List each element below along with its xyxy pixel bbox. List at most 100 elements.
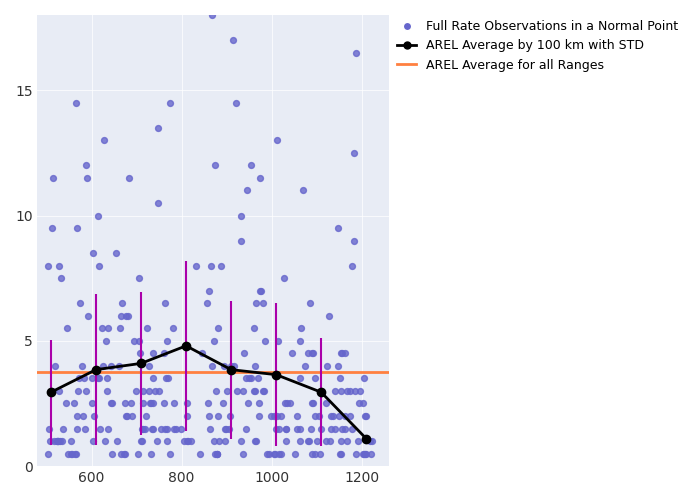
Full Rate Observations in a Normal Point [106, 450, 118, 458]
Full Rate Observations in a Normal Point [52, 437, 64, 445]
Full Rate Observations in a Normal Point [51, 437, 62, 445]
Full Rate Observations in a Normal Point [153, 124, 164, 132]
Full Rate Observations in a Normal Point [236, 212, 247, 220]
Full Rate Observations in a Normal Point [148, 424, 159, 432]
Full Rate Observations in a Normal Point [49, 362, 60, 370]
Full Rate Observations in a Normal Point [88, 412, 99, 420]
Full Rate Observations in a Normal Point [219, 424, 230, 432]
Full Rate Observations in a Normal Point [211, 450, 223, 458]
Full Rate Observations in a Normal Point [102, 424, 113, 432]
Full Rate Observations in a Normal Point [316, 424, 327, 432]
Full Rate Observations in a Normal Point [168, 400, 179, 407]
Full Rate Observations in a Normal Point [325, 437, 336, 445]
Full Rate Observations in a Normal Point [208, 337, 219, 345]
Full Rate Observations in a Normal Point [279, 400, 290, 407]
Full Rate Observations in a Normal Point [105, 400, 116, 407]
Full Rate Observations in a Normal Point [87, 437, 98, 445]
Full Rate Observations in a Normal Point [248, 387, 260, 395]
Full Rate Observations in a Normal Point [119, 450, 130, 458]
Full Rate Observations in a Normal Point [237, 450, 248, 458]
Full Rate Observations in a Normal Point [354, 387, 365, 395]
Full Rate Observations in a Normal Point [56, 274, 67, 282]
Full Rate Observations in a Normal Point [144, 387, 155, 395]
Full Rate Observations in a Normal Point [52, 437, 64, 445]
Full Rate Observations in a Normal Point [152, 437, 163, 445]
Full Rate Observations in a Normal Point [203, 400, 214, 407]
Full Rate Observations in a Normal Point [294, 424, 305, 432]
Full Rate Observations in a Normal Point [145, 400, 156, 407]
Full Rate Observations in a Normal Point [160, 374, 172, 382]
Full Rate Observations in a Normal Point [235, 236, 246, 244]
Full Rate Observations in a Normal Point [101, 337, 112, 345]
Full Rate Observations in a Normal Point [126, 412, 137, 420]
Full Rate Observations in a Normal Point [349, 149, 360, 157]
Full Rate Observations in a Normal Point [305, 424, 316, 432]
Full Rate Observations in a Normal Point [351, 450, 362, 458]
Full Rate Observations in a Normal Point [128, 337, 139, 345]
Full Rate Observations in a Normal Point [340, 350, 351, 358]
Full Rate Observations in a Normal Point [328, 412, 339, 420]
Full Rate Observations in a Normal Point [159, 350, 170, 358]
Full Rate Observations in a Normal Point [223, 424, 235, 432]
Full Rate Observations in a Normal Point [346, 262, 358, 270]
Full Rate Observations in a Normal Point [284, 400, 295, 407]
Full Rate Observations in a Normal Point [114, 362, 125, 370]
Full Rate Observations in a Normal Point [53, 387, 64, 395]
Full Rate Observations in a Normal Point [203, 286, 214, 294]
Full Rate Observations in a Normal Point [246, 374, 257, 382]
Full Rate Observations in a Normal Point [116, 450, 127, 458]
Full Rate Observations in a Normal Point [346, 424, 357, 432]
Full Rate Observations in a Normal Point [268, 450, 279, 458]
Full Rate Observations in a Normal Point [299, 362, 310, 370]
Full Rate Observations in a Normal Point [71, 412, 83, 420]
Full Rate Observations in a Normal Point [309, 450, 321, 458]
Full Rate Observations in a Normal Point [116, 299, 127, 307]
Full Rate Observations in a Normal Point [295, 337, 306, 345]
Full Rate Observations in a Normal Point [120, 312, 132, 320]
Full Rate Observations in a Normal Point [238, 387, 249, 395]
Full Rate Observations in a Normal Point [337, 424, 348, 432]
Full Rate Observations in a Normal Point [270, 450, 281, 458]
Full Rate Observations in a Normal Point [138, 400, 149, 407]
Full Rate Observations in a Normal Point [249, 362, 260, 370]
Full Rate Observations in a Normal Point [70, 450, 81, 458]
Full Rate Observations in a Normal Point [160, 424, 171, 432]
Full Rate Observations in a Normal Point [206, 362, 217, 370]
Full Rate Observations in a Normal Point [358, 400, 369, 407]
Full Rate Observations in a Normal Point [303, 437, 314, 445]
Full Rate Observations in a Normal Point [98, 136, 109, 144]
Full Rate Observations in a Normal Point [159, 299, 170, 307]
Full Rate Observations in a Normal Point [281, 424, 292, 432]
Full Rate Observations in a Normal Point [141, 324, 152, 332]
Full Rate Observations in a Normal Point [99, 437, 111, 445]
Full Rate Observations in a Normal Point [74, 299, 85, 307]
Full Rate Observations in a Normal Point [153, 387, 164, 395]
Full Rate Observations in a Normal Point [365, 437, 376, 445]
Full Rate Observations in a Normal Point [62, 450, 74, 458]
Full Rate Observations in a Normal Point [249, 437, 260, 445]
Full Rate Observations in a Normal Point [220, 424, 232, 432]
Full Rate Observations in a Normal Point [341, 387, 352, 395]
Full Rate Observations in a Normal Point [251, 437, 262, 445]
Full Rate Observations in a Normal Point [329, 387, 340, 395]
Full Rate Observations in a Normal Point [204, 412, 215, 420]
Full Rate Observations in a Normal Point [250, 299, 261, 307]
Full Rate Observations in a Normal Point [358, 450, 370, 458]
Full Rate Observations in a Normal Point [49, 437, 60, 445]
Full Rate Observations in a Normal Point [183, 437, 194, 445]
Full Rate Observations in a Normal Point [218, 362, 230, 370]
Full Rate Observations in a Normal Point [335, 437, 346, 445]
Full Rate Observations in a Normal Point [242, 400, 253, 407]
Full Rate Observations in a Normal Point [43, 424, 55, 432]
Full Rate Observations in a Normal Point [334, 450, 345, 458]
Full Rate Observations in a Normal Point [228, 36, 239, 44]
Full Rate Observations in a Normal Point [214, 437, 225, 445]
Full Rate Observations in a Normal Point [202, 299, 213, 307]
Full Rate Observations in a Normal Point [213, 412, 224, 420]
Full Rate Observations in a Normal Point [43, 262, 54, 270]
Full Rate Observations in a Normal Point [144, 400, 155, 407]
Full Rate Observations in a Normal Point [241, 186, 253, 194]
Full Rate Observations in a Normal Point [312, 437, 323, 445]
Full Rate Observations in a Normal Point [209, 162, 220, 170]
Full Rate Observations in a Normal Point [141, 412, 152, 420]
